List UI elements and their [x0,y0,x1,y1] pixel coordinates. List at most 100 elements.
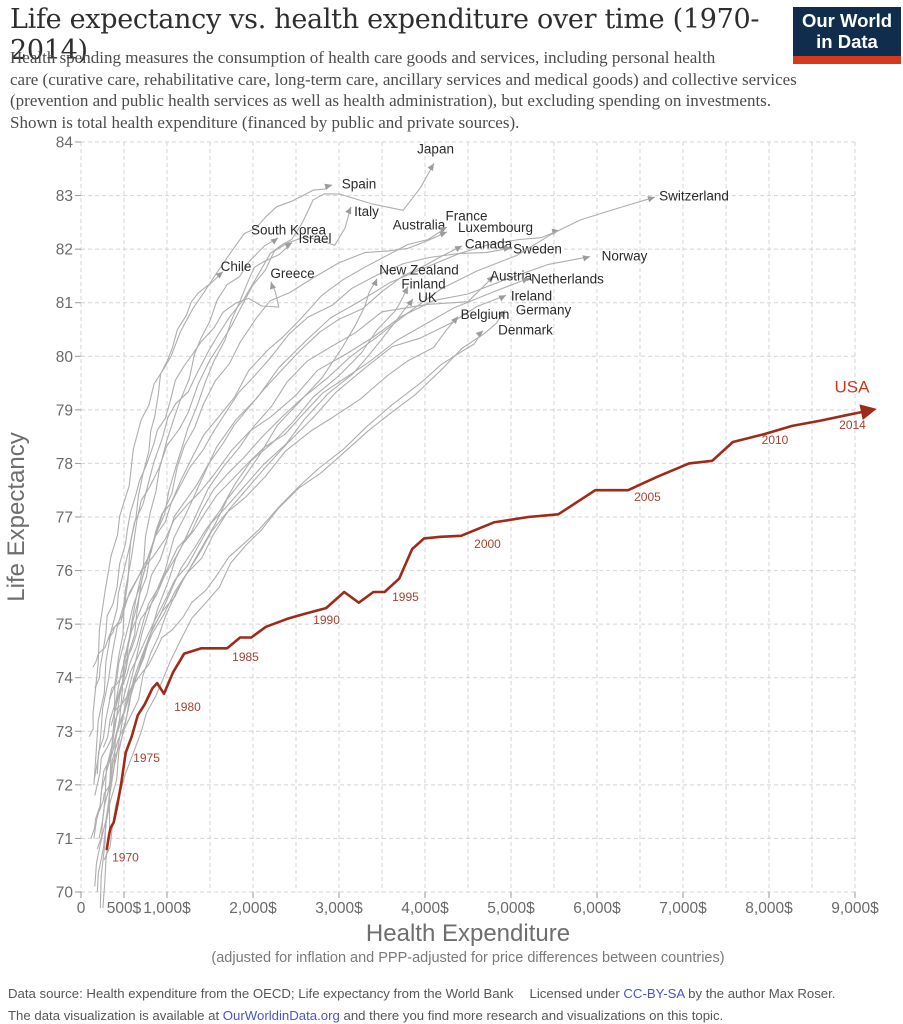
country-arrow-ireland [498,295,507,302]
country-arrow-finland [402,286,408,295]
country-arrow-israel [284,242,293,250]
country-line-germany [103,309,506,861]
country-line-uk [94,298,414,796]
y-tick-label-70: 70 [56,885,74,902]
country-line-canada [102,245,463,748]
country-label-chile: Chile [221,259,252,274]
x-tick-label-9000: 9,000$ [831,900,879,917]
usa-year-label-2005: 2005 [634,490,661,504]
country-label-new-zealand: New Zealand [379,263,459,278]
y-tick-label-79: 79 [56,402,73,419]
owid-site-link[interactable]: OurWorldinData.org [222,1008,340,1023]
footer-source-line: Data source: Health expenditure from the… [8,983,903,1005]
country-line-chile [102,271,224,909]
country-line-finland [96,286,409,850]
viz-prefix: The data visualization is available at [8,1008,223,1023]
y-tick-label-77: 77 [56,510,73,527]
country-arrow-germany [498,310,505,318]
usa-year-label-1990: 1990 [313,613,340,627]
x-tick-label-1000: 1,000$ [143,900,191,917]
country-label-italy: Italy [354,204,379,219]
country-label-south-korea: South Korea [251,222,327,237]
footer: Data source: Health expenditure from the… [8,983,903,1024]
y-tick-label-74: 74 [56,670,74,687]
owid-logo[interactable]: Our World in Data [793,7,901,64]
country-arrow-japan [427,163,435,172]
country-line-sweden [107,247,512,641]
country-label-uk: UK [418,290,437,305]
x-tick-label-6000: 6,000$ [573,900,621,917]
x-tick-label-500: 500$ [107,900,142,917]
footer-visualization-line: The data visualization is available at O… [8,1005,903,1024]
country-label-denmark: Denmark [498,323,553,338]
chart-subtitle: Health spending measures the consumption… [10,47,810,133]
country-label-norway: Norway [602,249,648,264]
country-label-israel: Israel [298,231,331,246]
x-tick-label-3000: 3,000$ [315,900,363,917]
y-tick-label-73: 73 [56,724,73,741]
usa-year-label-1970: 1970 [112,851,139,865]
y-axis-title: Life Expectancy [3,432,30,601]
country-label-australia: Australia [393,218,446,233]
country-line-france [96,226,448,775]
y-tick-label-80: 80 [56,349,74,366]
x-axis-title: Health Expenditure [366,920,570,947]
country-line-italy [93,206,352,780]
usa-year-label-1995: 1995 [392,590,419,604]
x-tick-label-5000: 5,000$ [487,900,535,917]
x-tick-label-0: 0 [77,900,86,917]
country-line-spain [88,184,333,737]
country-arrow-denmark [475,330,483,338]
y-tick-label-84: 84 [56,135,74,152]
country-label-luxembourg: Luxembourg [458,220,533,235]
usa-year-label-2014: 2014 [839,418,866,432]
country-arrow-italy [345,206,352,215]
country-label-germany: Germany [516,303,572,318]
y-tick-label-81: 81 [56,295,73,312]
country-label-france: France [446,208,488,223]
page-title: Life expectancy vs. health expenditure o… [10,4,760,66]
country-line-australia [98,231,448,839]
country-line-switzerland [110,196,656,727]
country-line-japan [93,163,435,785]
country-line-south-korea [99,237,279,909]
y-tick-label-78: 78 [56,456,73,473]
x-tick-label-7000: 7,000$ [659,900,707,917]
subtitle-line: Shown is total health expenditure (finan… [10,112,520,132]
country-arrow-france [439,227,448,234]
country-label-ireland: Ireland [511,288,552,303]
country-arrow-chile [215,271,223,279]
country-arrow-australia [439,231,448,238]
country-arrow-sweden [503,245,511,252]
usa-year-label-1980: 1980 [174,700,201,714]
country-arrow-norway [582,255,591,262]
country-line-norway [92,256,591,668]
usa-line [105,410,864,851]
y-tick-label-82: 82 [56,242,73,259]
subtitle-line: care (curative care, rehabilitative care… [10,69,797,89]
country-line-israel [114,242,293,710]
country-arrow-switzerland [647,196,655,203]
subtitle-line: (prevention and public health services a… [10,91,772,110]
y-tick-label-75: 75 [56,617,73,634]
usa-year-label-2000: 2000 [474,537,501,551]
usa-year-label-2010: 2010 [762,433,789,447]
x-tick-label-8000: 8,000$ [745,900,793,917]
country-arrow-south-korea [270,237,279,245]
logo-line2: in Data [816,31,878,52]
country-line-greece [94,281,280,689]
country-arrow-greece [269,281,277,290]
y-tick-label-72: 72 [56,777,73,794]
y-tick-label-76: 76 [56,563,73,580]
country-arrow-uk [406,298,414,307]
country-label-belgium: Belgium [461,307,510,322]
country-arrow-canada [454,245,463,252]
cc-by-sa-link[interactable]: CC-BY-SA [623,986,685,1001]
y-tick-label-71: 71 [56,831,73,848]
owid-logo-text: Our World in Data [793,7,901,56]
logo-accent-bar [793,56,901,64]
country-arrow-spain [324,183,333,190]
license-suffix: by the author Max Roser. [684,986,836,1001]
